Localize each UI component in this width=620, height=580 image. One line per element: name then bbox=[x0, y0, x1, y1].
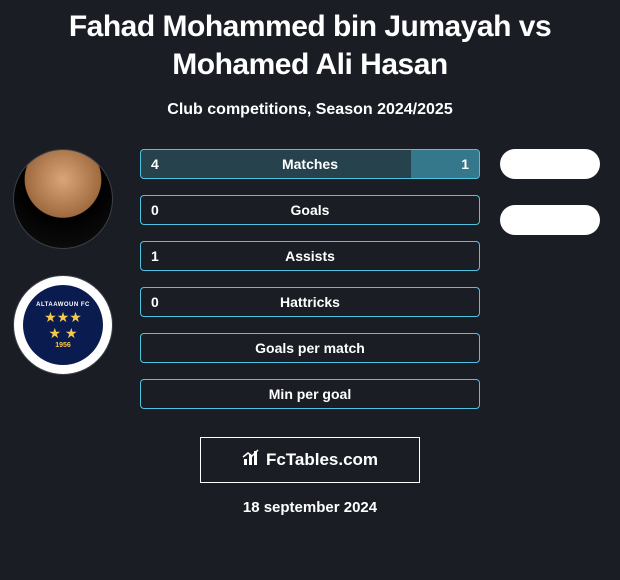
club-badge-year: 1956 bbox=[55, 342, 71, 349]
brand-text: FcTables.com bbox=[266, 450, 378, 470]
placeholder-pill bbox=[500, 149, 600, 179]
stat-label: Goals per match bbox=[141, 340, 479, 356]
page-title: Fahad Mohammed bin Jumayah vs Mohamed Al… bbox=[0, 0, 620, 83]
right-pill-column bbox=[500, 149, 600, 235]
player-photo bbox=[13, 149, 113, 249]
club-badge-text: ALTAAWOUN FC bbox=[36, 302, 90, 308]
stat-row: 1Assists bbox=[140, 241, 480, 271]
stat-row: 41Matches bbox=[140, 149, 480, 179]
club-badge-inner: ALTAAWOUN FC ★★★ ★ ★ 1956 bbox=[23, 285, 103, 365]
club-badge: ALTAAWOUN FC ★★★ ★ ★ 1956 bbox=[13, 275, 113, 375]
stat-row: Min per goal bbox=[140, 379, 480, 409]
stat-label: Goals bbox=[141, 202, 479, 218]
brand-badge[interactable]: FcTables.com bbox=[200, 437, 420, 483]
chart-icon bbox=[242, 449, 260, 472]
stat-bars: 41Matches 0Goals 1Assists 0Hattricks Goals p… bbox=[140, 149, 480, 409]
stat-label: Min per goal bbox=[141, 386, 479, 402]
date-label: 18 september 2024 bbox=[0, 499, 620, 516]
stat-label: Assists bbox=[141, 248, 479, 264]
star-icon: ★★★ bbox=[44, 310, 82, 324]
placeholder-pill bbox=[500, 205, 600, 235]
stat-row: 0Goals bbox=[140, 195, 480, 225]
comparison-panel: ALTAAWOUN FC ★★★ ★ ★ 1956 41Matches 0Goal… bbox=[0, 149, 620, 409]
stat-label: Hattricks bbox=[141, 294, 479, 310]
star-icon: ★ ★ bbox=[49, 326, 78, 340]
stat-label: Matches bbox=[141, 156, 479, 172]
left-avatar-column: ALTAAWOUN FC ★★★ ★ ★ 1956 bbox=[8, 149, 118, 375]
stat-row: 0Hattricks bbox=[140, 287, 480, 317]
subtitle: Club competitions, Season 2024/2025 bbox=[0, 101, 620, 119]
stat-row: Goals per match bbox=[140, 333, 480, 363]
